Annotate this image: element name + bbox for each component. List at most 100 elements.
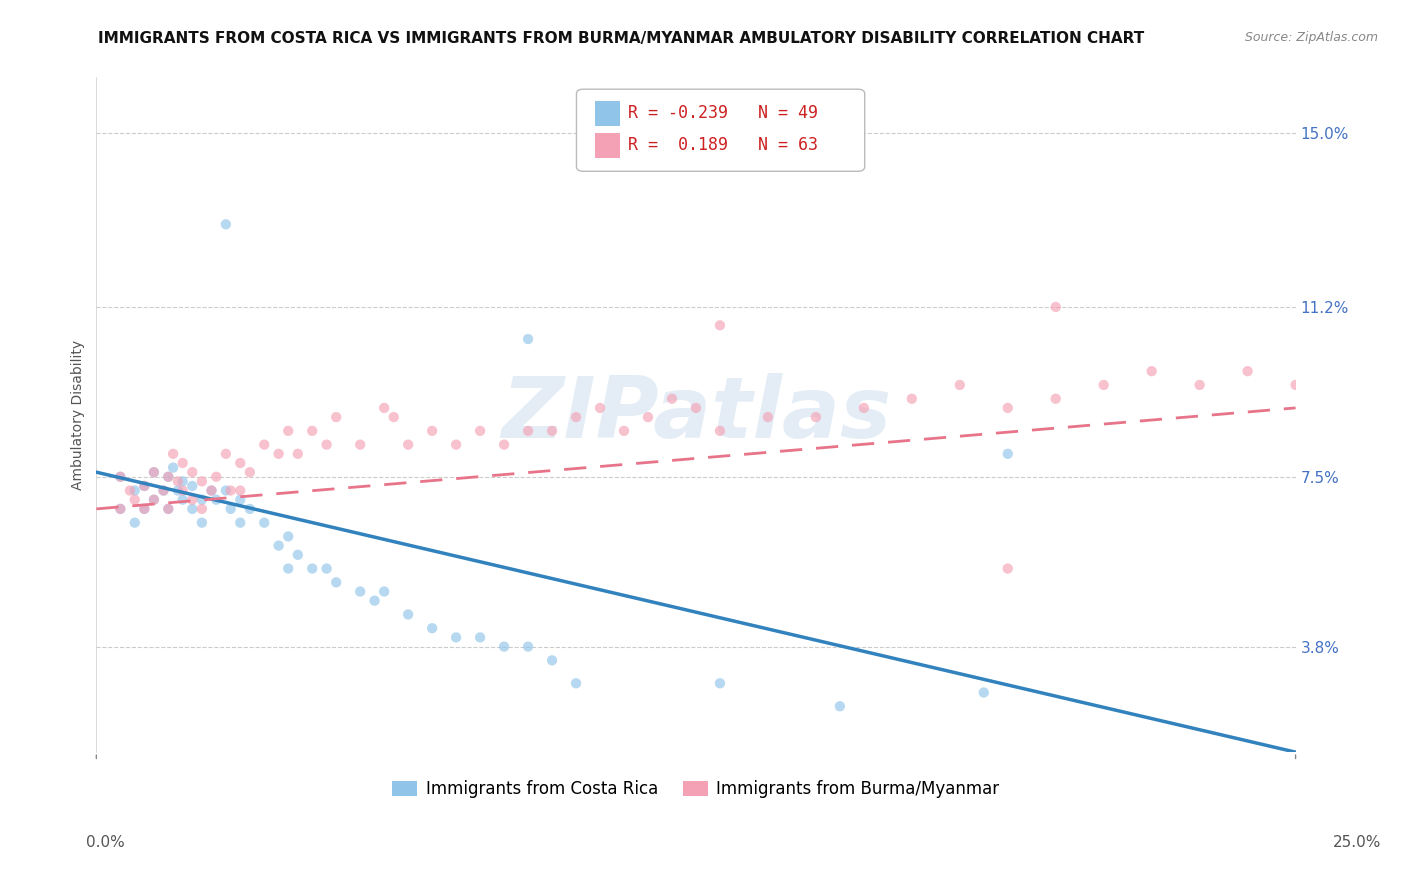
Point <box>110 469 132 483</box>
Point <box>134 479 156 493</box>
Point <box>315 437 337 451</box>
Point <box>142 492 165 507</box>
Point <box>229 492 252 507</box>
Point <box>205 469 228 483</box>
Point <box>229 516 252 530</box>
Point <box>997 401 1019 415</box>
Point <box>172 492 194 507</box>
Point <box>172 456 194 470</box>
Point <box>494 640 516 654</box>
Point <box>152 483 174 498</box>
Point <box>110 502 132 516</box>
Point <box>468 631 491 645</box>
Point <box>181 502 204 516</box>
Point <box>239 502 262 516</box>
Point <box>287 447 309 461</box>
Point <box>589 401 612 415</box>
Text: 25.0%: 25.0% <box>1333 836 1381 850</box>
Point <box>396 607 419 622</box>
Point <box>709 424 731 438</box>
Point <box>172 483 194 498</box>
Text: 0.0%: 0.0% <box>86 836 125 850</box>
Point <box>277 561 299 575</box>
Y-axis label: Ambulatory Disability: Ambulatory Disability <box>72 340 86 490</box>
Point <box>468 424 491 438</box>
Point <box>124 492 146 507</box>
Point <box>661 392 683 406</box>
Point <box>420 621 443 635</box>
Point <box>637 410 659 425</box>
Point <box>215 217 238 231</box>
Point <box>191 475 214 489</box>
Point <box>215 483 238 498</box>
Point <box>420 424 443 438</box>
Point <box>181 492 204 507</box>
Point <box>363 593 385 607</box>
Point <box>157 502 180 516</box>
Point <box>1140 364 1163 378</box>
Point <box>134 502 156 516</box>
Point <box>325 410 347 425</box>
Point <box>349 584 371 599</box>
Text: R =  0.189   N = 63: R = 0.189 N = 63 <box>628 136 818 154</box>
Point <box>517 640 540 654</box>
Point <box>517 332 540 346</box>
Point <box>205 492 228 507</box>
Point <box>804 410 827 425</box>
Point <box>118 483 141 498</box>
Point <box>152 483 174 498</box>
Point <box>1045 300 1067 314</box>
Text: ZIPatlas: ZIPatlas <box>501 373 891 457</box>
Point <box>494 437 516 451</box>
Point <box>301 561 323 575</box>
Point <box>1045 392 1067 406</box>
Point <box>167 483 190 498</box>
Point <box>517 424 540 438</box>
Point <box>373 584 395 599</box>
Point <box>1188 378 1211 392</box>
Point <box>239 465 262 479</box>
Point <box>565 410 588 425</box>
Point <box>172 475 194 489</box>
Point <box>382 410 405 425</box>
Point <box>110 502 132 516</box>
Point <box>181 479 204 493</box>
Point <box>219 502 242 516</box>
Point <box>997 447 1019 461</box>
Point <box>134 479 156 493</box>
Point <box>181 465 204 479</box>
Point <box>124 516 146 530</box>
Point <box>852 401 875 415</box>
Point <box>1284 378 1306 392</box>
Point <box>157 469 180 483</box>
Point <box>229 456 252 470</box>
Text: IMMIGRANTS FROM COSTA RICA VS IMMIGRANTS FROM BURMA/MYANMAR AMBULATORY DISABILIT: IMMIGRANTS FROM COSTA RICA VS IMMIGRANTS… <box>98 31 1144 46</box>
Point <box>191 502 214 516</box>
Point <box>215 447 238 461</box>
Point <box>709 676 731 690</box>
Point <box>828 699 851 714</box>
Text: R = -0.239   N = 49: R = -0.239 N = 49 <box>628 104 818 122</box>
Point <box>396 437 419 451</box>
Point <box>267 539 290 553</box>
Point <box>541 424 564 438</box>
Point <box>1236 364 1258 378</box>
Point <box>685 401 707 415</box>
Point <box>613 424 636 438</box>
Point <box>167 475 190 489</box>
Point <box>349 437 371 451</box>
Point <box>565 676 588 690</box>
Point <box>134 502 156 516</box>
Point <box>157 469 180 483</box>
Point <box>200 483 222 498</box>
Point <box>1092 378 1115 392</box>
Point <box>200 483 222 498</box>
Point <box>301 424 323 438</box>
Point <box>142 492 165 507</box>
Point <box>277 424 299 438</box>
Point <box>315 561 337 575</box>
Point <box>325 575 347 590</box>
Point <box>142 465 165 479</box>
Point <box>756 410 779 425</box>
Point <box>444 631 467 645</box>
